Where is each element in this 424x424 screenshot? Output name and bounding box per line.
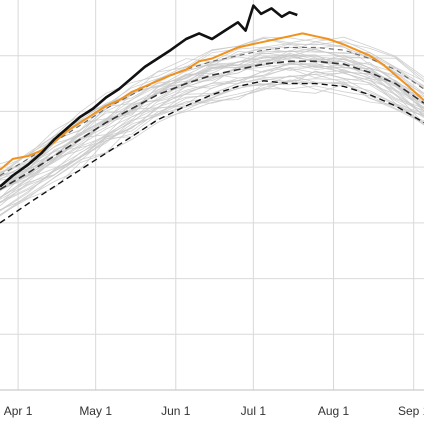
- grid: [0, 0, 424, 391]
- background-series-line: [0, 81, 424, 212]
- background-series-line: [0, 66, 424, 199]
- highlighted-series: [0, 4, 424, 188]
- lower-dashed-line: [0, 80, 424, 224]
- reference-lines: [0, 46, 424, 224]
- background-series-line: [0, 36, 424, 175]
- x-tick-label: Jul 1: [241, 404, 267, 418]
- x-tick-label: Jun 1: [161, 404, 191, 418]
- black-series-line: [0, 4, 298, 188]
- x-tick-label: Aug 1: [318, 404, 350, 418]
- background-series-line: [0, 85, 424, 216]
- background-series: [0, 36, 424, 217]
- background-series-line: [0, 43, 424, 174]
- background-series-line: [0, 54, 424, 189]
- x-axis-tick-labels: Apr 1 May 1 Jun 1 Jul 1 Aug 1 Sep 1: [4, 404, 424, 418]
- background-series-line: [0, 79, 424, 211]
- background-series-line: [0, 58, 424, 186]
- x-tick-label: May 1: [79, 404, 112, 418]
- x-tick-label: Sep 1: [398, 404, 424, 418]
- orange-series-line: [0, 32, 424, 171]
- upper-dashed-line: [0, 46, 424, 176]
- background-series-line: [0, 50, 424, 177]
- background-series-line: [0, 55, 424, 180]
- background-series-line: [0, 62, 424, 190]
- background-series-line: [0, 80, 424, 217]
- background-series-line: [0, 55, 424, 191]
- x-tick-label: Apr 1: [4, 404, 33, 418]
